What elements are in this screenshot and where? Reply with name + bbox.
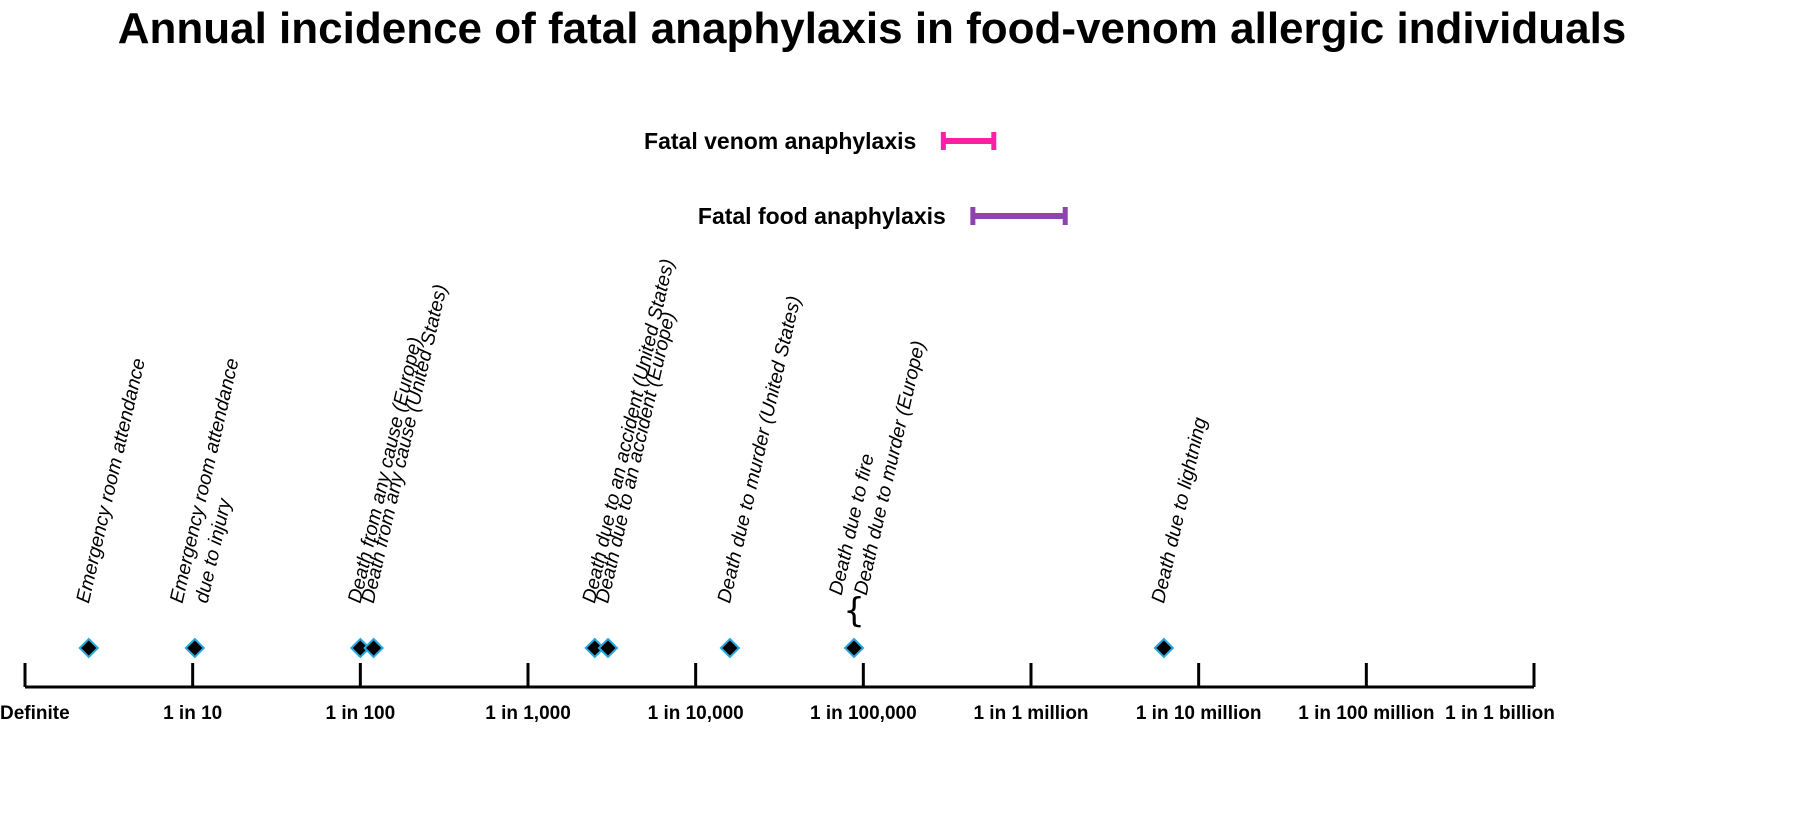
x-tick-label: 1 in 100 million xyxy=(1298,703,1434,724)
event-label: Death due to lightning xyxy=(1147,415,1211,605)
event-markers xyxy=(78,637,1175,659)
range-label: Fatal venom anaphylaxis xyxy=(644,128,916,154)
x-tick-label: 1 in 1 billion xyxy=(1445,703,1555,724)
x-tick-label: 1 in 10 xyxy=(163,703,222,724)
event-marker xyxy=(1153,637,1175,659)
event-label: Death from any cause (United States) xyxy=(357,282,452,605)
event-label: Death due to murder (United States) xyxy=(713,294,805,605)
chart-title: Annual incidence of fatal anaphylaxis in… xyxy=(118,4,1627,53)
event-marker xyxy=(363,637,385,659)
event-brace: { xyxy=(843,591,865,631)
x-axis: Definite 1 in 10 1 in 100 1 in 1,000 1 in 10… xyxy=(0,663,1555,724)
x-tick-label: Definite xyxy=(0,703,70,724)
x-tick-label: 1 in 10,000 xyxy=(648,703,744,724)
event-marker xyxy=(843,637,865,659)
event-marker xyxy=(184,637,206,659)
event-label: Death due to an accident (United States) xyxy=(578,257,679,605)
x-tick-label: 1 in 1,000 xyxy=(485,703,571,724)
event-marker xyxy=(719,637,741,659)
x-tick-label: 1 in 1 million xyxy=(973,703,1088,724)
event-marker xyxy=(78,637,100,659)
range-label: Fatal food anaphylaxis xyxy=(698,203,946,229)
legend: Fatal venom anaphylaxis Fatal food anaphy… xyxy=(644,128,1068,229)
x-tick-label: 1 in 100 xyxy=(325,703,395,724)
x-tick-label: 1 in 100,000 xyxy=(810,703,917,724)
event-marker xyxy=(597,637,619,659)
event-label: Emergency room attendance xyxy=(72,356,150,605)
x-tick-label: 1 in 10 million xyxy=(1136,703,1262,724)
event-labels: Emergency room attendance Emergency room … xyxy=(72,257,1211,631)
